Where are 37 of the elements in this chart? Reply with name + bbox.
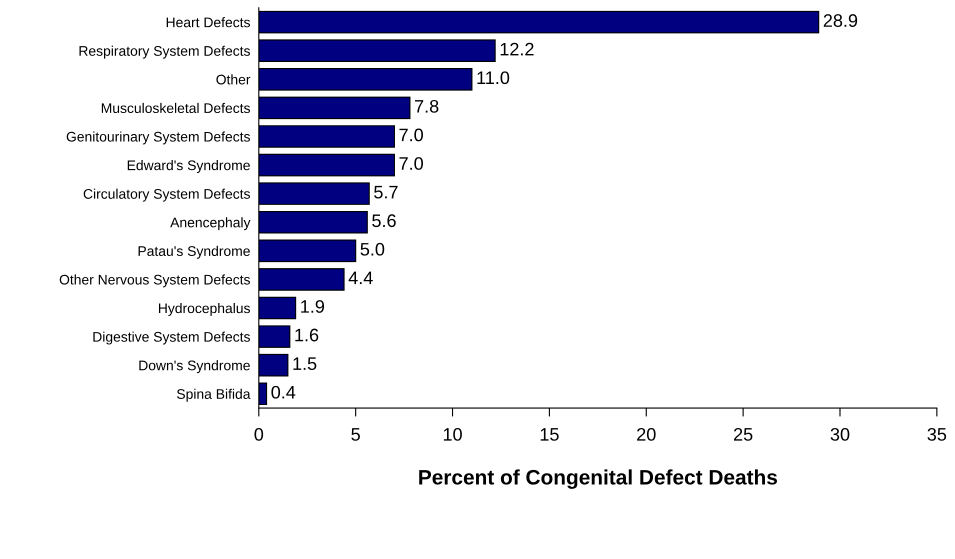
data-label: 28.9 bbox=[824, 14, 858, 27]
data-label: 12.2 bbox=[500, 42, 534, 56]
x-tick-label: 20 bbox=[637, 428, 656, 441]
data-label: 7.8 bbox=[415, 100, 438, 113]
y-tick-label: Anencephaly bbox=[170, 217, 250, 230]
y-tick-label: Down's Syndrome bbox=[139, 360, 250, 374]
y-tick-label: Respiratory System Defects bbox=[80, 46, 250, 59]
y-tick-label: Spina Bifida bbox=[176, 388, 250, 402]
data-label: 7.0 bbox=[400, 157, 423, 170]
y-tick-label: Heart Defects bbox=[166, 17, 250, 28]
x-tick-label: 5 bbox=[351, 428, 360, 441]
y-tick-label: Digestive System Defects bbox=[93, 332, 250, 345]
y-tick-label: Other bbox=[216, 74, 250, 84]
data-label: 5.0 bbox=[360, 242, 384, 256]
y-tick-label: Patau's Syndrome bbox=[138, 246, 250, 259]
data-label: 1.9 bbox=[301, 300, 324, 313]
x-tick-label: 10 bbox=[444, 428, 462, 441]
data-label: 7.0 bbox=[400, 128, 423, 142]
data-label: 5.6 bbox=[372, 214, 396, 228]
x-tick-label: 30 bbox=[830, 428, 850, 441]
data-label: 1.6 bbox=[295, 328, 318, 342]
data-label: 1.5 bbox=[293, 357, 316, 370]
y-tick-label: Circulatory System Defects bbox=[84, 188, 250, 202]
y-tick-label: Other Nervous System Defects bbox=[60, 274, 250, 288]
data-label: 0.4 bbox=[271, 386, 296, 399]
y-tick-label: Musculoskeletal Defects bbox=[102, 102, 250, 114]
y-tick-label: Edward's Syndrome bbox=[128, 160, 250, 173]
data-label: 5.7 bbox=[374, 186, 398, 198]
y-tick-label: Hydrocephalus bbox=[158, 302, 250, 316]
data-label: 4.4 bbox=[348, 272, 373, 284]
x-tick-label: 15 bbox=[540, 428, 559, 441]
x-axis-title: Percent of Congenital Defect Deaths bbox=[419, 469, 777, 489]
x-tick-label: 0 bbox=[254, 428, 264, 441]
x-tick-label: 35 bbox=[928, 428, 946, 441]
data-label: 11.0 bbox=[477, 71, 510, 84]
y-tick-label: Genitourinary System Defects bbox=[66, 131, 250, 144]
x-tick-label: 25 bbox=[734, 428, 752, 441]
